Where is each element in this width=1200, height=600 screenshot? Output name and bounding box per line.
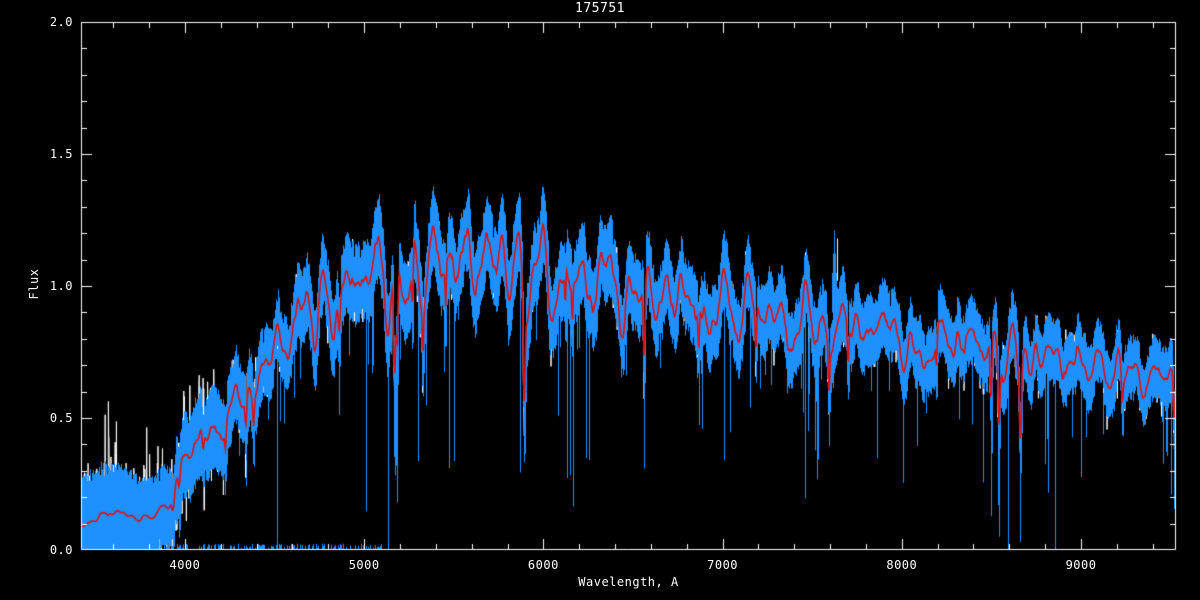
spectrum-plot-canvas — [0, 0, 1200, 600]
spectrum-figure: 175751 Wavelength, A Flux 4000 5000 6000 70… — [0, 0, 1200, 600]
